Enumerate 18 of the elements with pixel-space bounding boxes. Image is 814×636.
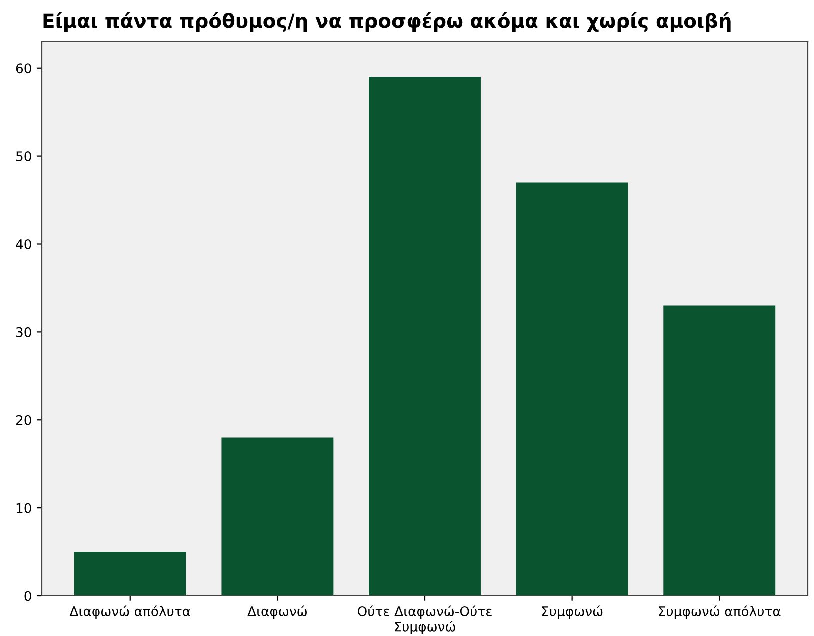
bar [369,77,481,596]
bar [74,552,186,596]
y-tick-label: 50 [16,152,32,162]
y-tick-label: 40 [16,239,32,250]
bar [516,182,628,596]
y-tick-label: 30 [16,327,32,338]
chart-title: Είμαι πάντα πρόθυμος/η να προσφέρω ακόμα και χωρίς αμοιβή [44,12,731,32]
y-tick-label: 20 [16,415,32,426]
bar [664,306,776,596]
y-tick-label: 0 [24,591,32,602]
x-tick-label: Ούτε Διαφωνώ-Ούτε Συμφωνώ [358,606,492,634]
x-tick-label: Διαφωνώ [248,606,307,620]
bar [222,438,334,596]
y-tick-label: 10 [16,503,32,514]
y-tick-label: 60 [16,64,32,74]
x-tick-label: Συμφωνώ [542,606,603,620]
x-tick-label: Συμφωνώ απόλυτα [659,606,781,620]
x-tick-label: Διαφωνώ απόλυτα [70,606,190,620]
